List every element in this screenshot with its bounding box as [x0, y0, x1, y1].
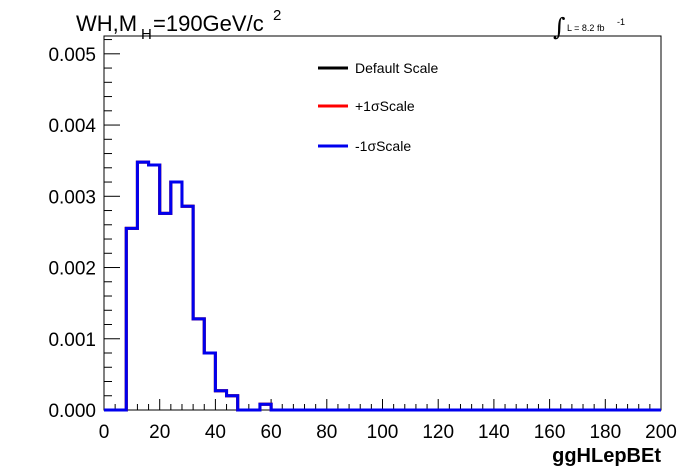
x-tick-label: 80 — [316, 422, 337, 443]
x-tick-labels: 0 20 40 60 80 100 120 140 160 180 200 — [99, 422, 677, 443]
legend-entry: -1σScale — [355, 138, 411, 154]
x-tick-label: 40 — [205, 422, 226, 443]
y-tick-label: 0.004 — [48, 116, 96, 137]
y-tick-labels: 0.000 0.001 0.002 0.003 0.004 0.005 — [48, 45, 96, 422]
title-subscript: H — [141, 26, 152, 43]
title-superscript: 2 — [273, 7, 281, 24]
title-main: WH,M — [76, 11, 137, 36]
luminosity-text: L = 8.2 fb — [567, 23, 604, 33]
luminosity-superscript: -1 — [617, 17, 625, 27]
x-tick-label: 100 — [367, 422, 399, 443]
y-tick-label: 0.003 — [48, 187, 96, 208]
x-tick-label: 180 — [589, 422, 621, 443]
legend-entry: +1σScale — [355, 98, 415, 114]
x-tick-label: 0 — [99, 422, 110, 443]
integral-symbol: ∫ — [553, 13, 566, 41]
title-rest: =190GeV/c — [153, 11, 264, 36]
series-line-2 — [104, 160, 661, 412]
x-tick-label: 20 — [149, 422, 170, 443]
x-tick-label: 200 — [645, 422, 677, 443]
legend-entry: Default Scale — [355, 60, 438, 76]
chart-title: WH,M H =190GeV/c 2 — [76, 7, 281, 43]
x-tick-label: 140 — [478, 422, 510, 443]
series-layer — [104, 160, 661, 412]
y-tick-label: 0.001 — [48, 330, 96, 351]
x-tick-label: 60 — [261, 422, 282, 443]
legend: Default Scale +1σScale -1σScale — [318, 60, 438, 154]
x-tick-label: 160 — [534, 422, 566, 443]
x-axis-label: ggHLepBEt — [552, 445, 661, 467]
x-tick-label: 120 — [422, 422, 454, 443]
y-tick-label: 0.000 — [48, 401, 96, 422]
luminosity-label: ∫ L = 8.2 fb -1 — [553, 13, 625, 41]
y-tick-label: 0.002 — [48, 259, 96, 280]
y-tick-label: 0.005 — [48, 45, 96, 66]
